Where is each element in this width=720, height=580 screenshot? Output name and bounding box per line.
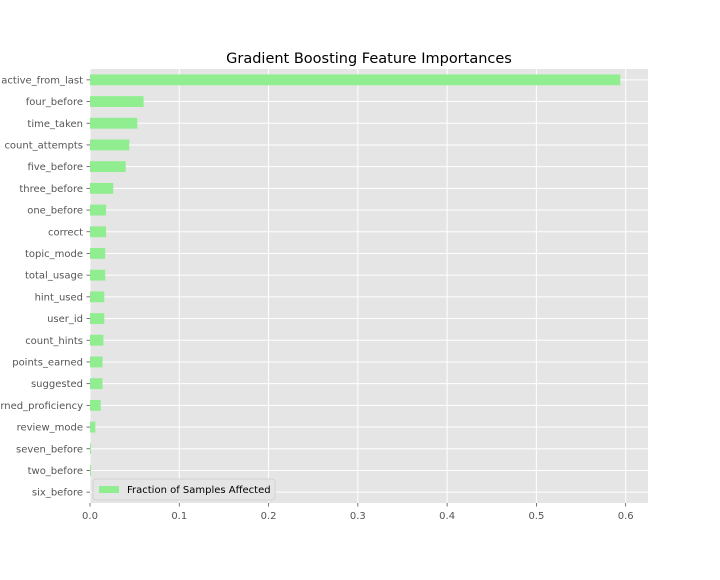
- bar: [90, 356, 103, 368]
- y-tick-label: review_mode: [17, 423, 83, 434]
- grid-lines: [89, 69, 648, 503]
- y-tick-label: earned_proficiency: [0, 401, 83, 412]
- x-tick-label: 0.1: [171, 511, 187, 522]
- y-tick-label: active_from_last: [1, 75, 83, 86]
- bars: [90, 74, 621, 476]
- y-tick-label: topic_mode: [25, 249, 83, 260]
- bar: [90, 399, 101, 411]
- x-tick-label: 0.5: [528, 511, 544, 522]
- bar: [90, 378, 103, 390]
- legend-swatch: [99, 486, 119, 493]
- bar: [90, 182, 114, 194]
- bar: [90, 204, 107, 216]
- y-tick-label: three_before: [19, 184, 83, 195]
- legend-box: [92, 478, 276, 501]
- bar: [90, 74, 621, 86]
- y-tick-label: user_id: [47, 314, 83, 325]
- y-axis-labels: active_from_last four_before time_takencou…: [0, 75, 90, 499]
- y-tick-label: five_before: [27, 162, 83, 173]
- bar: [90, 226, 107, 238]
- x-tick-label: 0.2: [261, 511, 277, 522]
- bar: [90, 248, 106, 259]
- y-tick-label: count_hints: [25, 336, 83, 347]
- y-tick-label: count_attempts: [4, 140, 83, 151]
- y-tick-label: six_before: [32, 488, 83, 499]
- plot-area: [90, 69, 648, 503]
- legend: Fraction of Samples Affected: [92, 478, 276, 501]
- y-tick-label: correct: [48, 227, 83, 238]
- x-tick-label: 0.0: [82, 511, 98, 522]
- bar: [90, 443, 91, 455]
- bar: [90, 465, 91, 476]
- y-tick-label: points_earned: [12, 357, 83, 368]
- y-tick-label: time_taken: [27, 119, 83, 130]
- bar: [90, 117, 138, 129]
- y-tick-label: seven_before: [16, 444, 83, 455]
- y-tick-label: total_usage: [25, 271, 83, 282]
- x-tick-label: 0.3: [350, 511, 366, 522]
- x-axis-ticks: 0.0 0.1 0.2 0.3 0.4 0.5 0.6: [82, 503, 634, 522]
- y-tick-label: hint_used: [35, 292, 83, 303]
- bar: [90, 313, 105, 324]
- bar: [90, 161, 126, 173]
- y-tick-label: four_before: [26, 97, 83, 108]
- x-tick-label: 0.4: [439, 511, 455, 522]
- y-tick-label: suggested: [31, 379, 83, 390]
- x-tick-label: 0.6: [618, 511, 634, 522]
- bar: [90, 334, 104, 346]
- bar: [90, 269, 106, 281]
- bar: [90, 139, 130, 151]
- legend-label: Fraction of Samples Affected: [127, 485, 271, 496]
- bar: [90, 421, 96, 433]
- bar: [90, 96, 144, 107]
- y-tick-label: one_before: [27, 206, 83, 217]
- bar: [90, 291, 105, 303]
- chart-title: Gradient Boosting Feature Importances: [226, 51, 512, 67]
- y-tick-label: two_before: [28, 466, 83, 477]
